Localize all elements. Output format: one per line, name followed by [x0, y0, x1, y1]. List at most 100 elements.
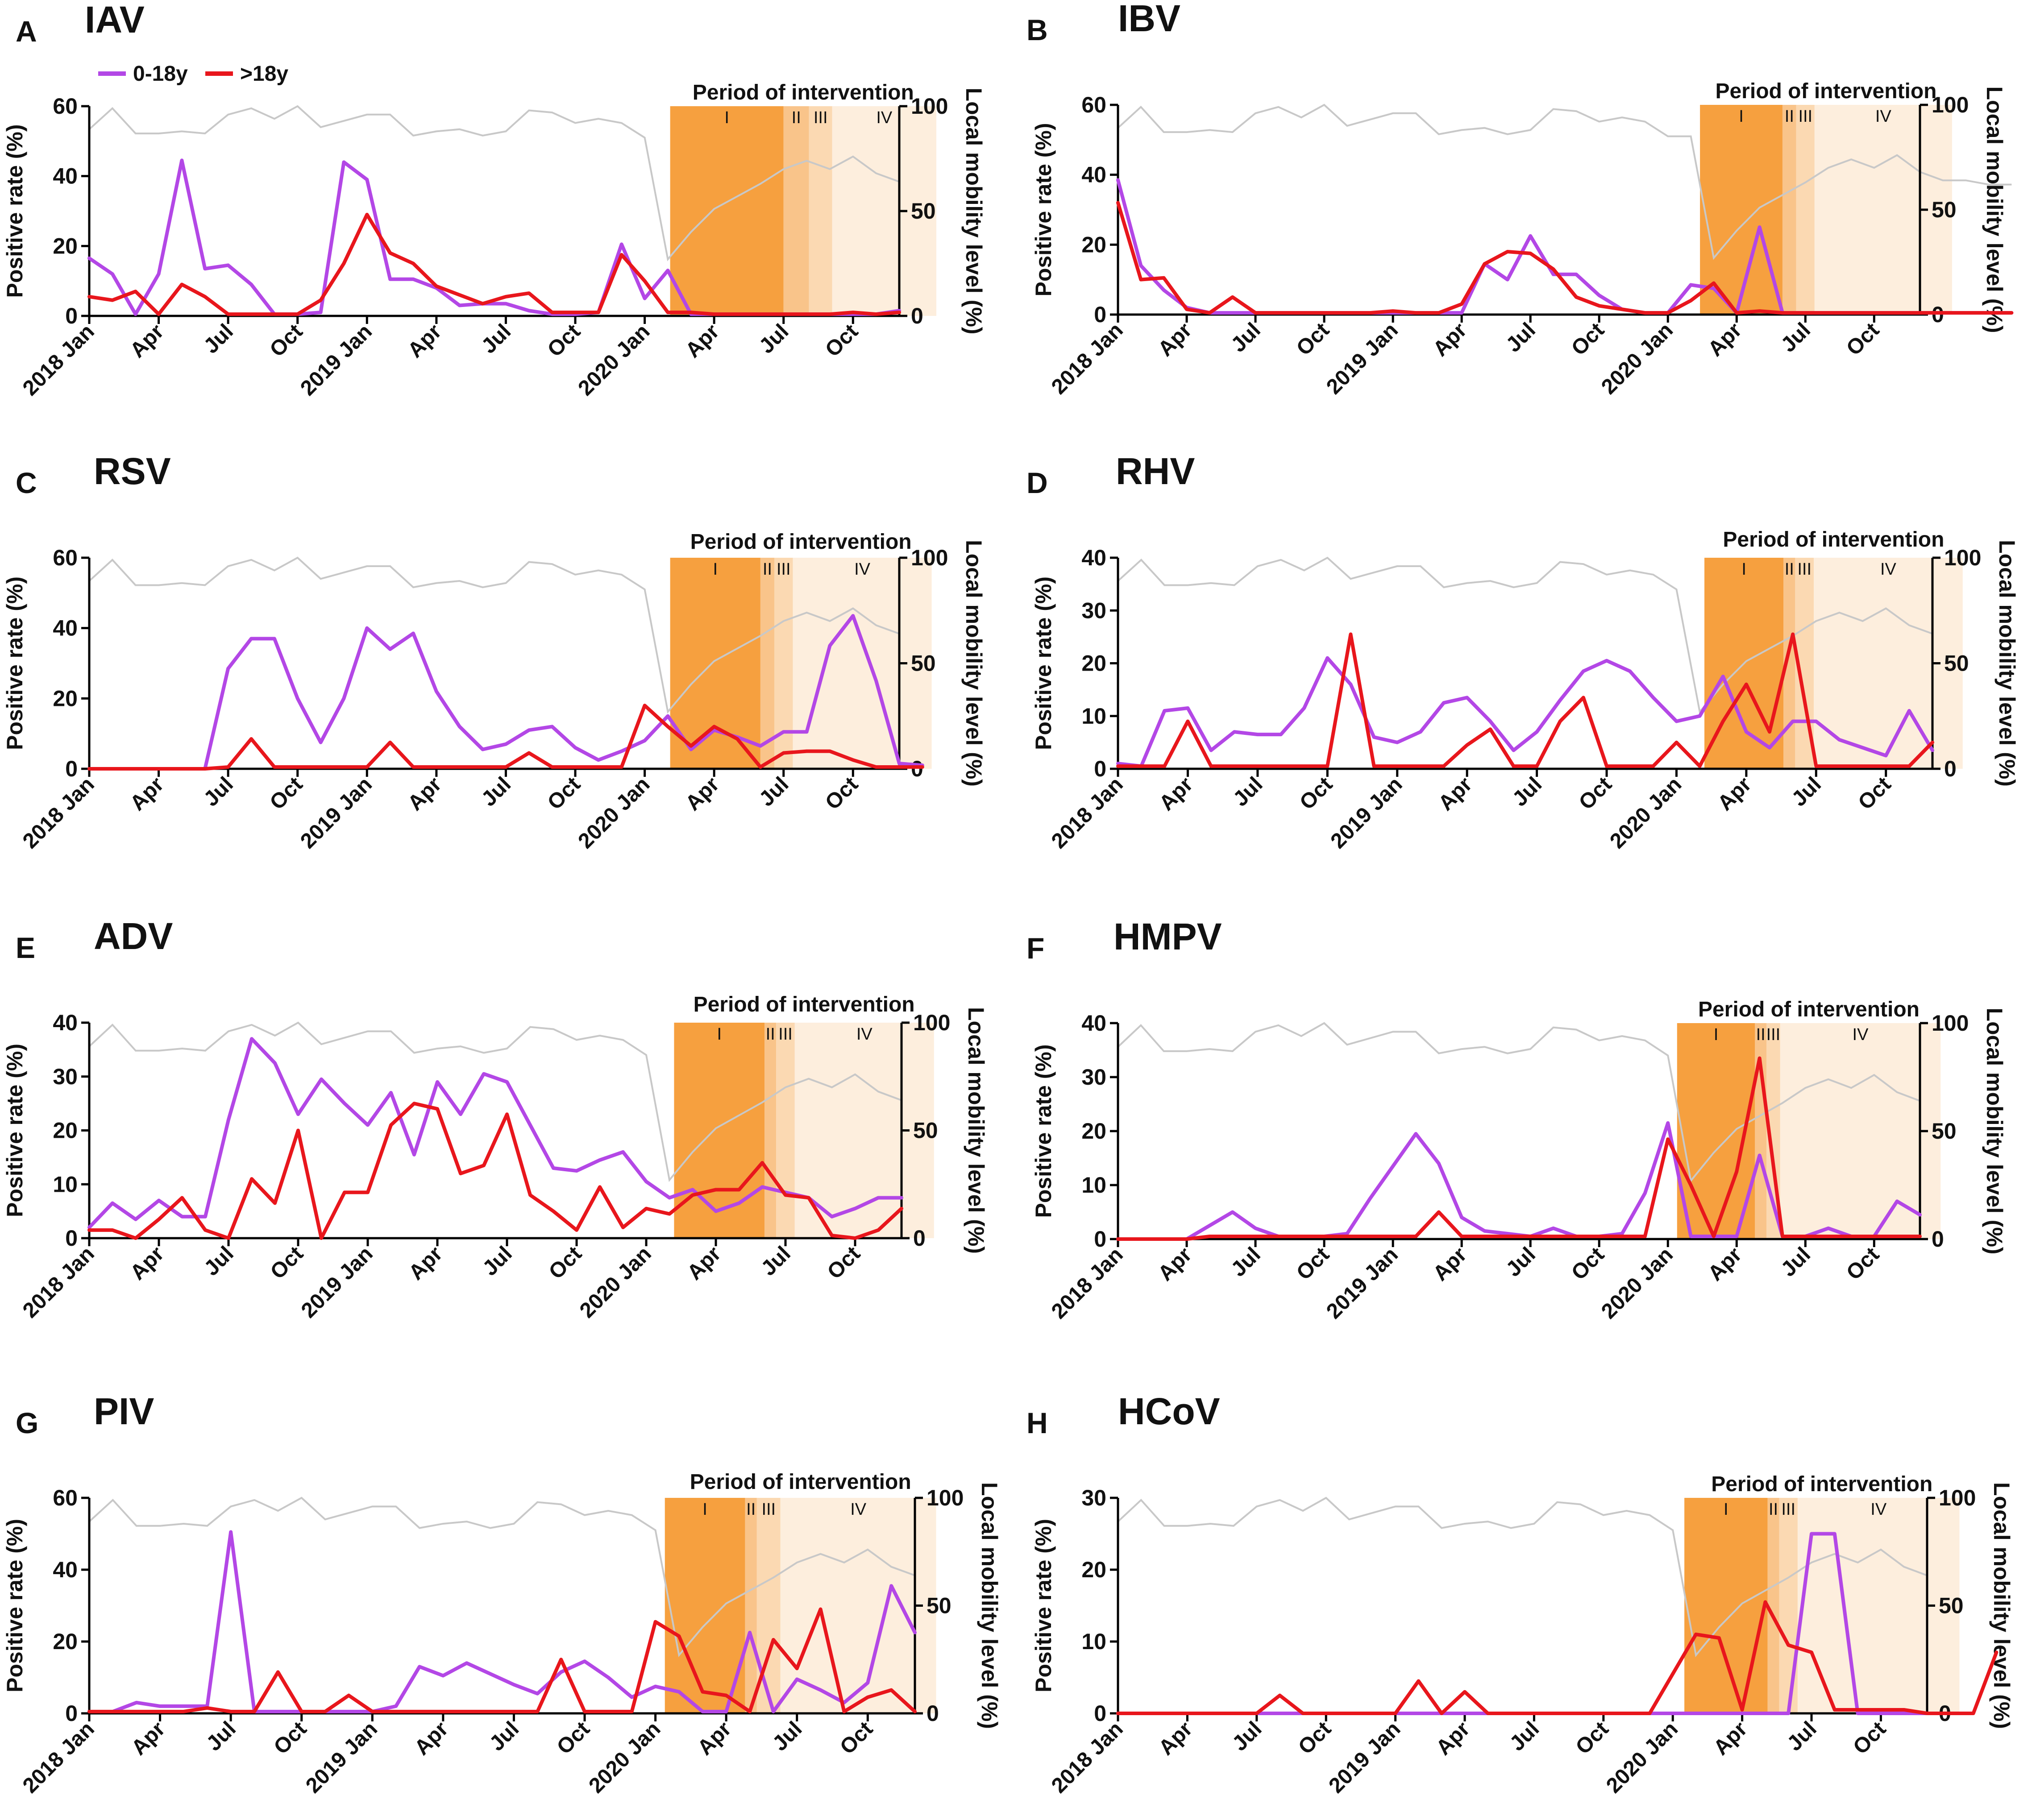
y-tick-label: 0 — [65, 303, 78, 328]
phase-label: IV — [1875, 107, 1892, 126]
series-line-adults — [1116, 201, 2014, 315]
x-tick-label: Jul — [755, 319, 794, 358]
series-line-children — [87, 614, 924, 771]
x-tick-label: Oct — [821, 772, 863, 814]
x-tick-label: Apr — [1154, 318, 1197, 361]
y-tick-label: 0 — [1094, 1701, 1106, 1726]
series-line-adults — [87, 212, 901, 316]
x-tick-label: Apr — [126, 1242, 169, 1285]
y-tick-label: 20 — [53, 1629, 78, 1654]
phase-label: IV — [850, 1500, 867, 1519]
intervention-phase-4 — [1780, 1023, 1941, 1239]
phase-label: I — [724, 108, 729, 127]
x-tick-label: Oct — [1575, 772, 1616, 814]
y-tick-label: 10 — [1081, 1173, 1106, 1198]
intervention-phase-3 — [776, 1023, 795, 1238]
intervention-phase-2 — [745, 1498, 757, 1713]
intervention-phase-4 — [780, 1498, 936, 1713]
phase-label: II — [1756, 1025, 1766, 1044]
y-tick-label: 40 — [1081, 1011, 1106, 1036]
y2-axis-title: Local mobility level (%) — [961, 88, 986, 335]
x-tick-label: 2019 Jan — [301, 1717, 382, 1798]
y2-tick-label: 100 — [913, 1010, 950, 1035]
intervention-title: Period of intervention — [1698, 998, 1920, 1021]
y2-axis-title: Local mobility level (%) — [964, 1007, 989, 1254]
intervention-phase-2 — [783, 106, 809, 316]
intervention-phase-1 — [670, 558, 760, 769]
x-tick-label: Oct — [269, 1717, 311, 1759]
series-line-children — [87, 1037, 903, 1229]
intervention-phase-1 — [674, 1023, 765, 1238]
y2-axis-title: Local mobility level (%) — [1994, 540, 2019, 787]
x-tick-label: Jul — [1777, 318, 1816, 357]
y-tick-label: 0 — [1094, 302, 1106, 327]
y-tick-label: 20 — [53, 233, 78, 258]
y-tick-label: 30 — [1081, 1065, 1106, 1090]
x-tick-label: 2019 Jan — [296, 772, 377, 853]
x-tick-label: Apr — [404, 1242, 447, 1285]
x-tick-label: Jul — [1501, 1243, 1540, 1281]
x-tick-label: Apr — [1709, 1717, 1752, 1760]
y-tick-label: 40 — [53, 1010, 78, 1035]
x-tick-label: Apr — [1429, 1243, 1471, 1285]
y2-tick-label: 100 — [927, 1485, 964, 1510]
x-tick-label: Apr — [1429, 318, 1471, 361]
y-tick-label: 0 — [65, 1701, 78, 1726]
y2-axis-title: Local mobility level (%) — [961, 540, 986, 787]
y2-tick-label: 50 — [1939, 1593, 1964, 1618]
x-tick-label: 2019 Jan — [1326, 772, 1407, 853]
x-tick-label: 2020 Jan — [1597, 1243, 1678, 1323]
x-tick-label: 2018 Jan — [1047, 772, 1128, 853]
phase-label: I — [1741, 560, 1746, 579]
y-axis-title: Positive rate (%) — [1031, 576, 1056, 750]
y2-tick-label: 0 — [911, 303, 923, 328]
intervention-phase-3 — [1796, 105, 1815, 315]
x-tick-label: Oct — [1567, 1243, 1609, 1285]
series-line-adults — [1116, 1056, 1922, 1241]
x-tick-label: Oct — [553, 1717, 594, 1759]
x-tick-label: Apr — [1713, 772, 1756, 815]
series-line-adults — [1116, 632, 1934, 768]
phase-label: III — [1798, 107, 1812, 126]
y2-tick-label: 100 — [1944, 545, 1981, 570]
x-tick-label: 2020 Jan — [573, 319, 654, 400]
x-tick-label: Jul — [1228, 1717, 1267, 1756]
y-tick-label: 0 — [1094, 756, 1106, 781]
panel-title: ADV — [94, 915, 173, 957]
phase-label: II — [1785, 107, 1794, 126]
legend: 0-18y >18y — [98, 62, 288, 86]
y-axis-title: Positive rate (%) — [2, 1519, 27, 1692]
x-tick-label: Apr — [403, 319, 446, 362]
x-tick-label: Apr — [1704, 318, 1746, 361]
panel-letter: G — [16, 1406, 38, 1439]
phase-label: I — [1714, 1025, 1719, 1044]
panel-title: IAV — [85, 0, 145, 41]
phase-label: IV — [854, 560, 871, 579]
legend-label: >18y — [240, 62, 288, 86]
x-tick-label: 2020 Jan — [575, 1242, 656, 1323]
x-tick-label: 2020 Jan — [1602, 1717, 1683, 1798]
x-tick-label: Apr — [1432, 1717, 1475, 1760]
legend-label: 0-18y — [133, 62, 188, 86]
y2-tick-label: 100 — [911, 545, 948, 570]
panel-letter: A — [16, 15, 37, 48]
y-tick-label: 20 — [53, 686, 78, 711]
x-tick-label: 2018 Jan — [1047, 318, 1128, 399]
intervention-title: Period of intervention — [1715, 79, 1936, 103]
intervention-phase-1 — [1677, 1023, 1755, 1239]
y-tick-label: 60 — [53, 545, 78, 570]
intervention-phase-2 — [1782, 105, 1796, 315]
y2-axis-title: Local mobility level (%) — [1989, 1482, 2014, 1729]
intervention-title: Period of intervention — [1711, 1472, 1932, 1496]
y2-tick-label: 50 — [911, 199, 936, 224]
intervention-phase-2 — [1767, 1498, 1779, 1713]
intervention-phase-2 — [760, 558, 774, 769]
y2-tick-label: 50 — [913, 1118, 938, 1143]
x-tick-label: Apr — [1434, 772, 1477, 815]
x-tick-label: 2020 Jan — [573, 772, 654, 853]
